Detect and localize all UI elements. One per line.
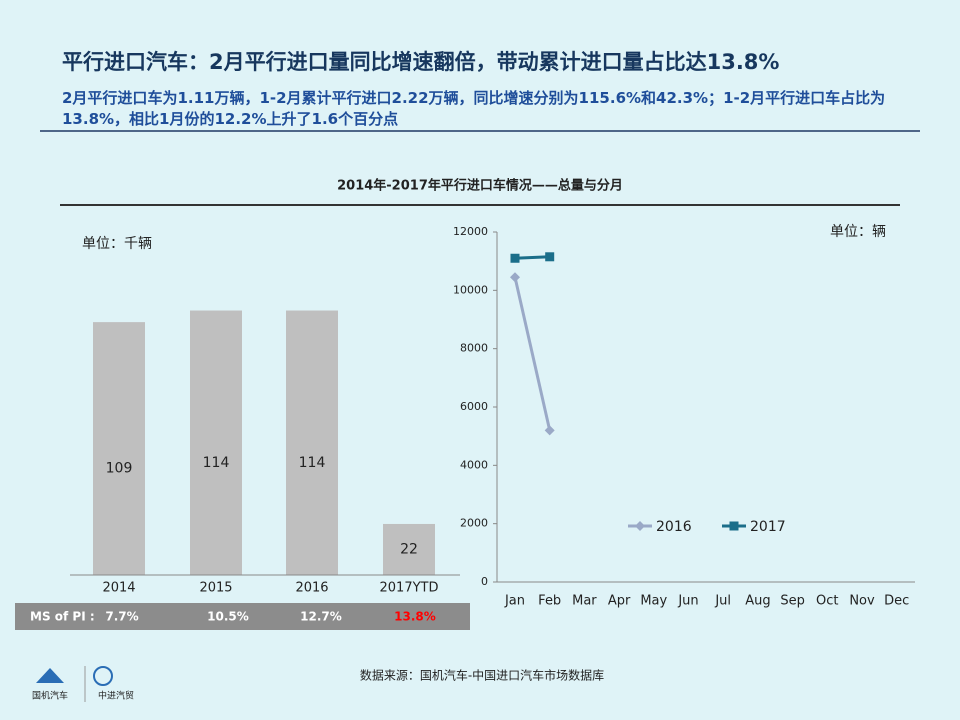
x-tick-label: Dec <box>884 594 909 609</box>
source: 数据来源：国机汽车-中国进口汽车市场数据库 <box>360 668 604 683</box>
legend-label: 2016 <box>656 519 692 535</box>
section-title: 2014年-2017年平行进口车情况——总量与分月 <box>337 178 623 194</box>
x-tick-label: Apr <box>608 594 631 609</box>
x-tick-label: Jun <box>677 594 698 609</box>
series-line <box>514 255 550 260</box>
x-tick-label: 2017YTD <box>380 581 439 596</box>
legend-marker <box>635 521 645 531</box>
legend-marker <box>729 521 739 531</box>
marker <box>510 272 520 283</box>
x-tick-label: Jul <box>714 594 731 609</box>
x-tick-label: Jan <box>504 594 525 609</box>
bar <box>286 310 338 575</box>
value-label: 114 <box>203 455 230 471</box>
y-tick-label: 2000 <box>460 517 488 530</box>
y-tick-label: 6000 <box>460 400 488 413</box>
logo-text: 国机汽车 <box>32 690 68 702</box>
value-label: 22 <box>400 541 418 557</box>
logo-icon <box>36 668 64 683</box>
unit-label: 单位：千辆 <box>82 236 152 252</box>
series-line <box>513 276 552 431</box>
y-tick-label: 12000 <box>453 225 488 238</box>
x-tick-label: May <box>640 594 667 609</box>
bar <box>190 310 242 575</box>
legend-label: 2017 <box>750 519 786 535</box>
x-tick-label: Nov <box>849 594 875 609</box>
value-label: 109 <box>106 461 133 477</box>
y-tick-label: 10000 <box>453 283 488 296</box>
x-tick-label: Oct <box>816 594 838 609</box>
logo-icon <box>93 666 113 686</box>
x-tick-label: Aug <box>745 594 770 609</box>
share-value: 7.7% <box>105 610 138 624</box>
marker <box>545 252 555 262</box>
x-tick-label: Sep <box>780 594 805 609</box>
x-tick-label: 2014 <box>102 581 135 596</box>
slide-title: 平行进口汽车：2月平行进口量同比增速翻倍，带动累计进口量占比达13.8% <box>62 50 780 74</box>
share-value: 10.5% <box>207 610 249 624</box>
y-tick-label: 4000 <box>460 458 488 471</box>
unit-label: 单位：辆 <box>830 224 886 240</box>
y-tick-label: 8000 <box>460 342 488 355</box>
logo-text: 中进汽贸 <box>98 690 134 702</box>
share-value: 13.8% <box>394 610 436 624</box>
share-label: MS of PI : <box>30 610 95 624</box>
value-label: 114 <box>299 455 326 471</box>
share-value: 12.7% <box>300 610 342 624</box>
x-tick-label: Feb <box>538 594 561 609</box>
x-tick-label: Mar <box>572 594 597 609</box>
y-tick-label: 0 <box>481 575 488 588</box>
share-row <box>15 603 470 630</box>
marker <box>544 425 555 436</box>
bar <box>93 322 145 575</box>
x-tick-label: 2015 <box>199 581 232 596</box>
x-tick-label: 2016 <box>295 581 328 596</box>
slide-subtitle: 2月平行进口车为1.11万辆，1-2月累计平行进口2.22万辆，同比增速分别为1… <box>62 89 886 128</box>
bar <box>383 523 435 575</box>
marker <box>510 253 520 263</box>
